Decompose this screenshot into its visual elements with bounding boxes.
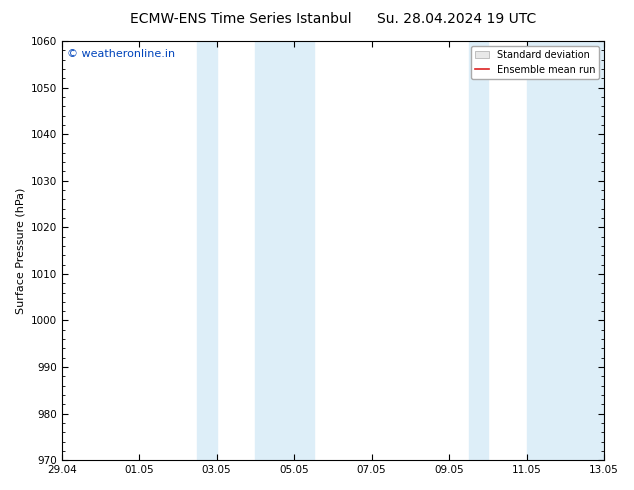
Bar [527,41,604,460]
Bar [197,41,217,460]
Y-axis label: Surface Pressure (hPa): Surface Pressure (hPa) [15,187,25,314]
Text: Su. 28.04.2024 19 UTC: Su. 28.04.2024 19 UTC [377,12,536,26]
Legend: Standard deviation, Ensemble mean run: Standard deviation, Ensemble mean run [470,46,599,78]
Text: ECMW-ENS Time Series Istanbul: ECMW-ENS Time Series Istanbul [130,12,352,26]
Text: © weatheronline.in: © weatheronline.in [67,49,175,59]
Bar [469,41,488,460]
Bar [256,41,314,460]
